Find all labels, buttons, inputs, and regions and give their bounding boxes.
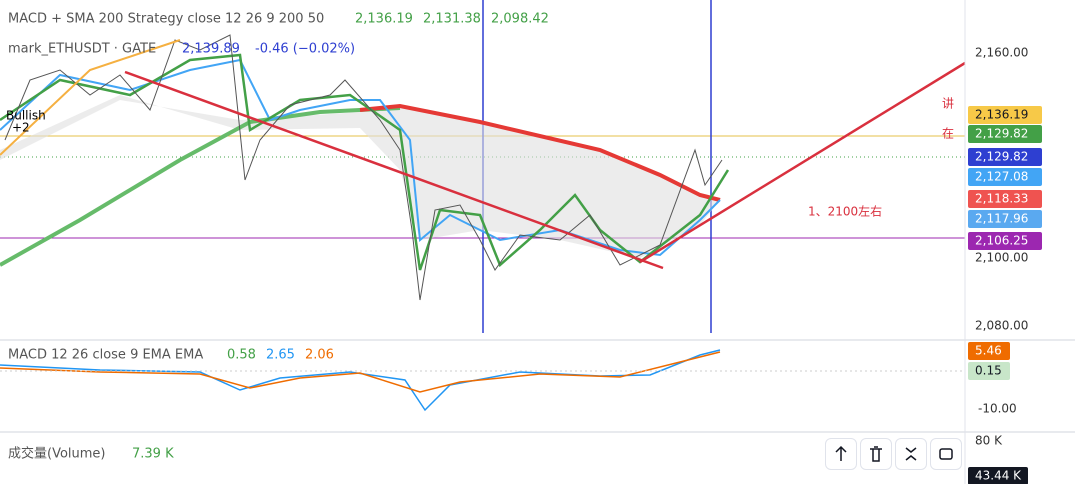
volume-axis-label: 80 K (975, 434, 1003, 448)
macd-tag (968, 362, 1010, 380)
signal-line (0, 351, 721, 393)
collapse-button[interactable] (895, 438, 927, 470)
annotation: 在 (942, 127, 954, 141)
macd-value: 0.58 (227, 348, 256, 363)
price-tag-label: 2,127.08 (975, 170, 1028, 184)
macd-line (0, 349, 721, 412)
strategy-value: 2,131.38 (423, 12, 481, 27)
symbol-change: -0.46 (−0.02%) (255, 42, 355, 57)
price-tag (968, 168, 1042, 186)
maximize-button[interactable] (930, 438, 962, 470)
price-tag (968, 190, 1042, 208)
trend-line (124, 70, 664, 270)
symbol-price: 2,139.89 (182, 42, 240, 57)
price-tag (968, 148, 1042, 166)
macd-tag (968, 342, 1010, 360)
strategy-name: MACD + SMA 200 Strategy close 12 26 9 20… (8, 12, 324, 27)
volume-name: 成交量(Volume) (8, 446, 106, 462)
move-up-button[interactable] (825, 438, 857, 470)
price-tag (968, 106, 1042, 124)
macd-value: 2.65 (266, 348, 295, 363)
cloud-fill (0, 95, 720, 258)
delete-button[interactable] (860, 438, 892, 470)
sma-line (359, 103, 721, 202)
price-tag (968, 210, 1042, 228)
price-tag-label: 2,129.82 (975, 150, 1028, 164)
volume-tag (968, 467, 1028, 484)
price-tag (968, 125, 1042, 143)
strategy-value: 2,098.42 (491, 12, 549, 27)
macd-name: MACD 12 26 close 9 EMA EMA (8, 348, 203, 363)
price-axis-label: 2,100.00 (975, 251, 1028, 265)
trend-line (639, 61, 966, 264)
price-tag-label: 2,117.96 (975, 212, 1028, 226)
price-tag-label: 2,118.33 (975, 192, 1028, 206)
badge: Bullish (6, 109, 46, 123)
candles (4, 34, 723, 301)
macd-axis-label: -10.00 (978, 402, 1017, 416)
price-tag (968, 232, 1042, 250)
trend-line (0, 39, 181, 156)
sma-line (0, 106, 401, 267)
annotation: 1、2100左右 (808, 204, 882, 219)
price-axis-label: 2,080.00 (975, 319, 1028, 333)
price-tag-label: 2,106.25 (975, 234, 1028, 248)
price-axis-label: 2,160.00 (975, 46, 1028, 60)
macd-tag-label: 5.46 (975, 344, 1002, 358)
annotation: 讲 (942, 96, 954, 111)
macd-tag-label: 0.15 (975, 364, 1002, 378)
badge: +2 (12, 121, 30, 135)
price-tags: 2,136.19 2,129.82 2,129.82 2,127.08 2,118.33… (968, 106, 1042, 380)
price-tag-label: 2,129.82 (975, 127, 1028, 141)
strategy-value: 2,136.19 (355, 12, 413, 27)
volume-value: 7.39 K (132, 447, 174, 462)
fast-line (0, 53, 730, 271)
symbol-name: mark_ETHUSDT · GATE (8, 42, 156, 57)
volume-tag-label: 43.44 K (975, 469, 1022, 483)
macd-value: 2.06 (305, 348, 334, 363)
price-tag-label: 2,136.19 (975, 108, 1028, 122)
